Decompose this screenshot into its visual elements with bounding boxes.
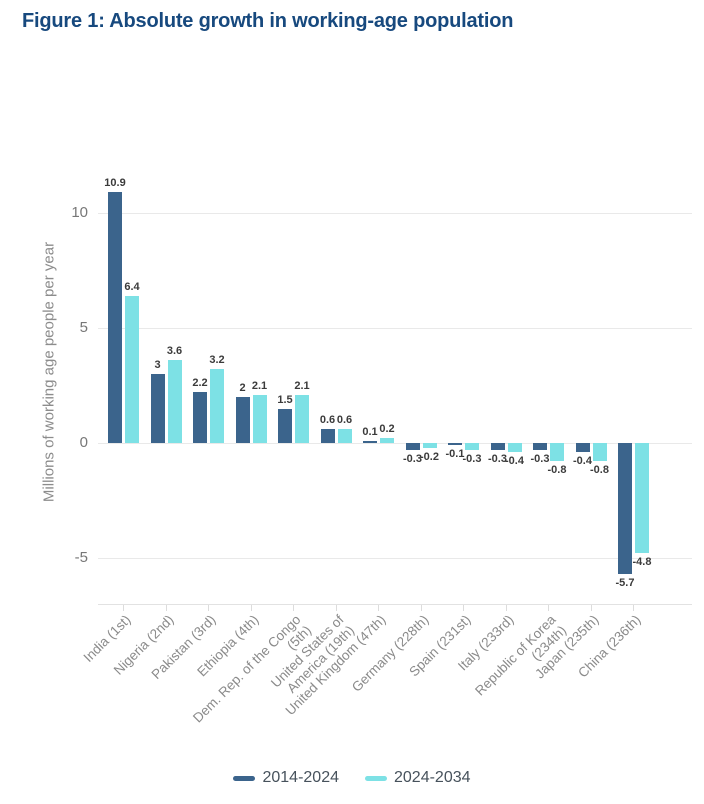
legend-swatch-2024-2034 bbox=[365, 775, 387, 781]
legend-item-2014-2024[interactable]: 2014-2024 bbox=[233, 769, 339, 787]
value-label-2024-2034-cat9: -0.4 bbox=[505, 455, 524, 468]
figure-title: Figure 1: Absolute growth in working-age… bbox=[22, 10, 514, 32]
bar-2024-2034-cat7 bbox=[422, 443, 437, 448]
bar-2024-2034-cat0 bbox=[125, 295, 139, 443]
x-axis-line bbox=[98, 604, 692, 605]
bar-2024-2034-cat12 bbox=[635, 443, 649, 554]
chart-legend: 2014-2024 2024-2034 bbox=[0, 769, 704, 787]
value-label-2014-2024-cat7: -0.3 bbox=[403, 452, 422, 465]
value-label-2024-2034-cat10: -0.8 bbox=[547, 464, 567, 477]
bar-2024-2034-cat1 bbox=[167, 360, 182, 443]
value-label-2014-2024-cat3: 2 bbox=[239, 382, 246, 394]
gridline-y-10 bbox=[98, 213, 692, 214]
value-label-2024-2034-cat2: 3.2 bbox=[209, 354, 225, 367]
bar-2024-2034-cat8 bbox=[465, 443, 479, 450]
legend-swatch-2014-2024 bbox=[233, 775, 256, 781]
y-tick-label--5: -5 bbox=[74, 549, 88, 566]
bar-2024-2034-cat11 bbox=[592, 443, 607, 462]
bar-2014-2024-cat7 bbox=[405, 443, 420, 450]
bar-2014-2024-cat1 bbox=[150, 374, 165, 443]
value-label-2014-2024-cat2: 2.2 bbox=[192, 377, 208, 390]
value-label-2014-2024-cat1: 3 bbox=[154, 359, 161, 371]
x-axis-tick-6 bbox=[378, 605, 379, 611]
bar-2014-2024-cat3 bbox=[235, 397, 250, 443]
value-label-2014-2024-cat10: -0.3 bbox=[530, 452, 550, 465]
value-label-2014-2024-cat0: 10.9 bbox=[104, 177, 126, 190]
bar-2024-2034-cat4 bbox=[295, 394, 309, 443]
value-label-2014-2024-cat4: 1.5 bbox=[277, 393, 293, 406]
bar-2024-2034-cat6 bbox=[380, 438, 394, 443]
value-label-2024-2034-cat8: -0.3 bbox=[462, 452, 482, 465]
bar-2024-2034-cat5 bbox=[337, 429, 352, 443]
x-axis-tick-12 bbox=[633, 605, 634, 611]
bar-2024-2034-cat3 bbox=[252, 394, 267, 443]
value-label-2014-2024-cat11: -0.4 bbox=[573, 455, 592, 468]
bar-2024-2034-cat10 bbox=[550, 443, 564, 462]
value-label-2024-2034-cat12: -4.8 bbox=[632, 556, 652, 569]
legend-label-2024-2034: 2024-2034 bbox=[394, 769, 471, 786]
bar-2014-2024-cat6 bbox=[363, 440, 377, 443]
value-label-2024-2034-cat3: 2.1 bbox=[251, 379, 268, 392]
x-axis-tick-10 bbox=[548, 605, 549, 611]
bar-2014-2024-cat8 bbox=[448, 443, 462, 446]
value-label-2024-2034-cat4: 2.1 bbox=[294, 379, 310, 392]
x-axis-tick-7 bbox=[420, 605, 422, 611]
value-label-2014-2024-cat5: 0.6 bbox=[319, 414, 336, 427]
x-axis-tick-2 bbox=[208, 605, 209, 611]
value-label-2024-2034-cat0: 6.4 bbox=[124, 280, 140, 293]
y-axis-title: Millions of working age people per year bbox=[40, 241, 58, 503]
bar-2014-2024-cat12 bbox=[618, 443, 632, 575]
value-label-2024-2034-cat6: 0.2 bbox=[379, 423, 395, 436]
value-label-2024-2034-cat5: 0.6 bbox=[336, 414, 353, 427]
y-tick-label-10: 10 bbox=[71, 204, 88, 221]
gridline-y--5 bbox=[98, 558, 692, 559]
legend-item-2024-2034[interactable]: 2024-2034 bbox=[365, 769, 471, 787]
value-label-2014-2024-cat8: -0.1 bbox=[445, 448, 465, 461]
bar-2024-2034-cat2 bbox=[210, 369, 224, 443]
x-axis-tick-8 bbox=[463, 605, 464, 611]
bar-2024-2034-cat9 bbox=[507, 443, 522, 453]
x-axis-tick-0 bbox=[123, 605, 124, 611]
bar-2014-2024-cat4 bbox=[278, 408, 292, 443]
value-label-2014-2024-cat12: -5.7 bbox=[615, 577, 635, 590]
x-axis-tick-9 bbox=[505, 605, 507, 611]
bar-2014-2024-cat10 bbox=[533, 443, 547, 450]
y-tick-label-5: 5 bbox=[79, 319, 88, 336]
value-label-2024-2034-cat11: -0.8 bbox=[590, 464, 609, 477]
x-axis-tick-4 bbox=[293, 605, 294, 611]
legend-label-2014-2024: 2014-2024 bbox=[262, 769, 339, 786]
bar-2014-2024-cat11 bbox=[575, 443, 590, 453]
bar-2014-2024-cat2 bbox=[193, 392, 207, 443]
value-label-2024-2034-cat1: 3.6 bbox=[166, 345, 183, 358]
bar-2014-2024-cat0 bbox=[108, 192, 122, 443]
value-label-2014-2024-cat6: 0.1 bbox=[362, 425, 378, 438]
value-label-2024-2034-cat7: -0.2 bbox=[420, 450, 439, 463]
x-axis-tick-3 bbox=[250, 605, 252, 611]
x-axis-tick-5 bbox=[335, 605, 337, 611]
value-label-2014-2024-cat9: -0.3 bbox=[488, 452, 507, 465]
x-axis-tick-11 bbox=[590, 605, 592, 611]
gridline-y-5 bbox=[98, 328, 692, 329]
bar-2014-2024-cat5 bbox=[320, 429, 335, 443]
x-axis-tick-1 bbox=[165, 605, 167, 611]
y-tick-label-0: 0 bbox=[79, 434, 88, 451]
gridline-y-0 bbox=[98, 443, 692, 444]
bar-2014-2024-cat9 bbox=[490, 443, 505, 450]
